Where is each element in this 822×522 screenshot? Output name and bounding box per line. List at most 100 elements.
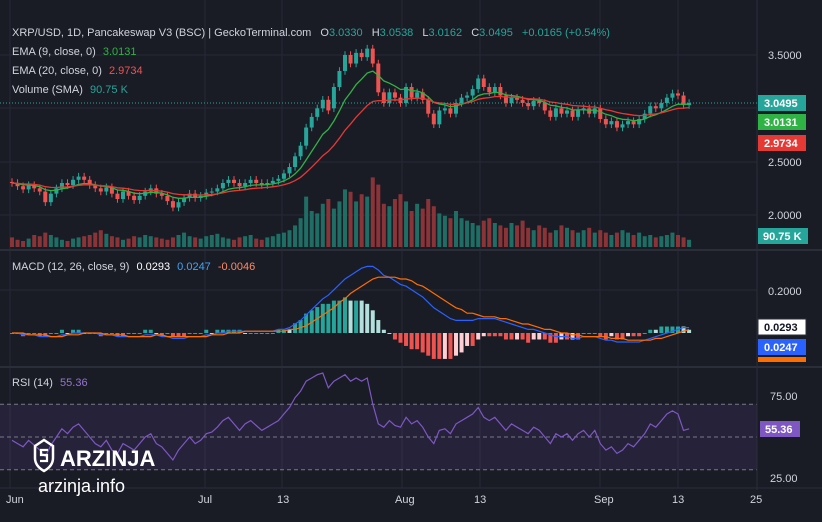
volume-bar — [265, 237, 270, 247]
candle-body — [37, 188, 42, 192]
volume-bar — [664, 235, 669, 247]
macd-hist-bar — [492, 333, 497, 337]
volume-bar — [87, 235, 92, 247]
ema9-legend-label[interactable]: EMA (9, close, 0) — [12, 46, 96, 58]
candle-body — [54, 188, 59, 194]
ema9-line — [11, 70, 690, 199]
close-price-badge-text: 3.0495 — [764, 98, 798, 110]
volume-bar — [442, 215, 447, 247]
volume-bar — [165, 239, 170, 247]
candle-body — [276, 178, 281, 181]
ema20-badge — [758, 135, 806, 151]
volume-bar — [293, 225, 298, 247]
candle-body — [409, 87, 414, 98]
volume-bar — [82, 236, 87, 247]
candle-body — [10, 181, 14, 183]
macd-hist-bar — [637, 333, 642, 337]
candle-body — [43, 191, 48, 203]
candle-body — [237, 183, 242, 187]
volume-bar — [237, 237, 242, 247]
candle-body — [470, 89, 475, 96]
candle-body — [209, 191, 214, 193]
candle-body — [381, 92, 386, 103]
volume-badge-text: 90.75 K — [763, 231, 802, 243]
svg-text:XRP/USD, 1D, Pancakeswap V3 (B: XRP/USD, 1D, Pancakeswap V3 (BSC) | Geck… — [12, 27, 610, 39]
volume-bar — [603, 232, 608, 247]
rsi-panel — [0, 372, 757, 471]
macd-legend-value: 0.0293 — [136, 261, 170, 273]
macd-hist-bar — [298, 320, 303, 333]
volume-bar — [492, 223, 497, 247]
candle-body — [659, 103, 664, 109]
candle-body — [215, 188, 220, 192]
candle-body — [465, 95, 470, 98]
candle-body — [132, 195, 137, 201]
macd-hist-bar — [392, 333, 397, 340]
candle-body — [326, 99, 331, 111]
ema20-legend-label[interactable]: EMA (20, close, 0) — [12, 65, 102, 77]
volume-legend-value: 90.75 K — [90, 84, 129, 96]
volume-bar — [592, 232, 597, 247]
macd-tick-0-2: 0.2000 — [768, 286, 802, 298]
candle-body — [137, 195, 142, 201]
candle-body — [404, 87, 409, 103]
macd-hist-bar — [359, 300, 364, 333]
macd-hist-bar — [664, 326, 669, 333]
hist-badge — [758, 357, 806, 362]
macd-hist-bar — [248, 333, 253, 334]
low-value: 3.0162 — [429, 27, 463, 39]
ema-lines — [11, 70, 690, 199]
candle-body — [565, 110, 569, 114]
candle-body — [553, 108, 558, 117]
ema9-badge-text: 3.0131 — [764, 117, 798, 129]
rsi-legend-value: 55.36 — [60, 377, 88, 389]
hist-legend-value: -0.0046 — [218, 261, 255, 273]
macd-hist-bar — [648, 329, 653, 333]
volume-bar — [287, 230, 292, 247]
volume-bar — [498, 225, 503, 247]
ema20-legend-value: 2.9734 — [109, 65, 143, 77]
candle-body — [498, 87, 503, 96]
macd-hist-bar — [553, 333, 558, 343]
volume-bar — [59, 239, 64, 247]
candle-body — [664, 97, 669, 103]
time-label-sep: Sep — [594, 494, 614, 506]
chart-title: XRP/USD, 1D, Pancakeswap V3 (BSC) | Geck… — [12, 27, 311, 39]
rsi-tick-25: 25.00 — [770, 473, 798, 485]
volume-bar — [387, 206, 392, 247]
candle-body — [187, 193, 192, 198]
rsi-legend-label[interactable]: RSI (14) — [12, 377, 53, 389]
macd-hist-bar — [470, 333, 475, 346]
volume-bar — [148, 236, 153, 247]
volume-bar — [576, 232, 581, 247]
candle-body — [343, 55, 347, 71]
macd-hist-bar — [381, 329, 386, 333]
volume-bar — [598, 230, 603, 247]
macd-hist-bar — [354, 300, 359, 333]
volume-bar — [248, 235, 253, 247]
volume-bar — [276, 233, 281, 247]
volume-bar — [254, 238, 259, 247]
macd-hist-bar — [137, 333, 142, 334]
candle-body — [281, 173, 286, 179]
volume-bar — [609, 235, 614, 247]
candle-body — [359, 52, 364, 58]
candle-body — [337, 71, 342, 87]
candle-body — [331, 87, 336, 109]
volume-bar — [304, 196, 309, 247]
candle-body — [254, 179, 259, 183]
volume-bar — [359, 194, 364, 247]
volume-bar — [676, 235, 680, 247]
signal-legend-value: 0.0247 — [177, 261, 211, 273]
volume-legend-label[interactable]: Volume (SMA) — [12, 84, 83, 96]
macd-hist-bar — [376, 320, 381, 333]
volume-bar — [659, 236, 664, 247]
macd-legend-label[interactable]: MACD (12, 26, close, 9) — [12, 261, 129, 273]
macd-hist-bar — [398, 333, 403, 343]
volume-bar — [670, 232, 675, 247]
volume-bar — [420, 208, 425, 247]
volume-bar — [570, 230, 575, 247]
macd-hist-bar — [620, 333, 625, 340]
volume-bar — [93, 232, 98, 247]
macd-hist-bar — [143, 329, 148, 333]
